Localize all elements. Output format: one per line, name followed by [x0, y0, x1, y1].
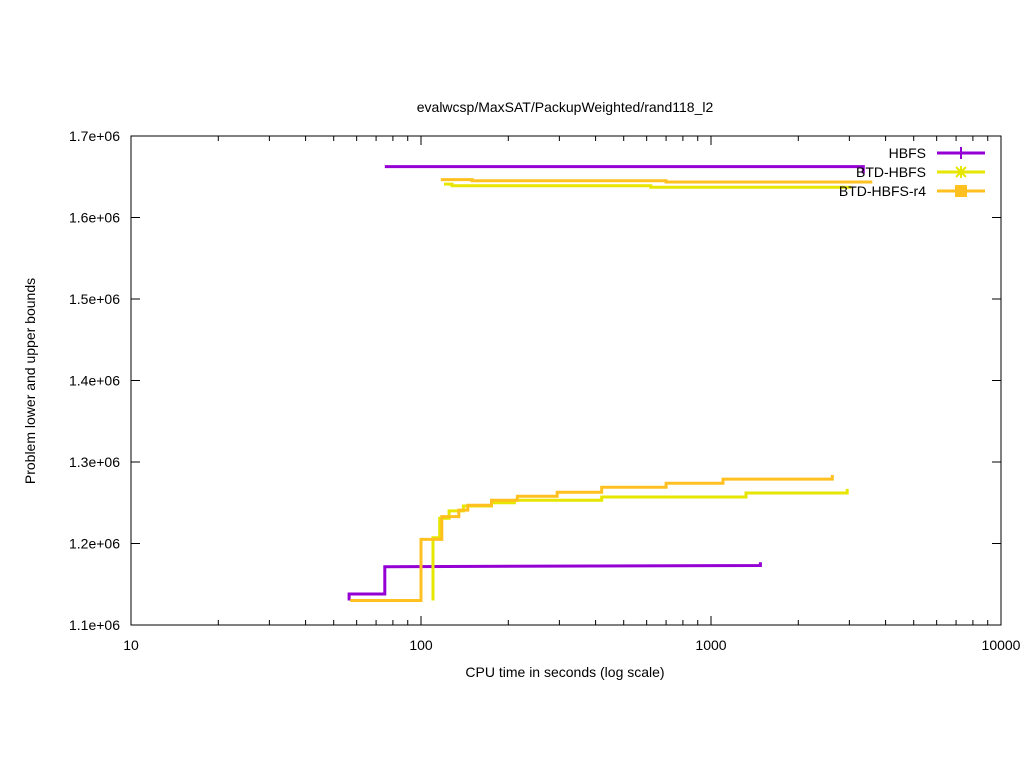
- series-line-btd-hbfs-upper: [444, 182, 852, 189]
- x-axis-label: CPU time in seconds (log scale): [465, 664, 664, 680]
- legend-label: BTD-HBFS: [856, 164, 926, 180]
- legend-marker-square-icon: [955, 185, 967, 197]
- series-line-hbfs-lower: [347, 562, 762, 601]
- legend: HBFS BTD-HBFS BTD-HBFS-r4: [839, 145, 985, 199]
- series-line-hbfs-upper: [384, 165, 865, 174]
- x-tick-label: 10000: [982, 637, 1021, 653]
- y-tick-label: 1.6e+06: [69, 210, 120, 226]
- series-line-btd-hbfs-r4-upper: [440, 178, 873, 184]
- x-tick-label: 100: [409, 637, 433, 653]
- y-tick-label: 1.1e+06: [69, 617, 120, 633]
- plot-frame: [130, 135, 1002, 626]
- chart-title: evalwcsp/MaxSAT/PackupWeighted/rand118_l…: [417, 99, 714, 115]
- axis-ticks: 10 100 1000 10000 1.1e+06 1.2e+06 1.3e+06 1.4e+…: [69, 128, 1021, 653]
- series-line-btd-hbfs-r4-lower: [350, 475, 834, 602]
- y-tick-label: 1.4e+06: [69, 373, 120, 389]
- legend-label: HBFS: [889, 145, 926, 161]
- x-tick-label: 1000: [695, 637, 726, 653]
- y-tick-label: 1.5e+06: [69, 291, 120, 307]
- y-axis-label: Problem lower and upper bounds: [22, 278, 38, 484]
- x-tick-label: 10: [123, 637, 139, 653]
- y-tick-label: 1.2e+06: [69, 536, 120, 552]
- legend-marker-star-icon: [955, 166, 967, 178]
- y-tick-label: 1.3e+06: [69, 454, 120, 470]
- series-layer: [347, 165, 873, 602]
- legend-marker-plus-icon: [955, 147, 967, 159]
- legend-label: BTD-HBFS-r4: [839, 183, 926, 199]
- y-tick-label: 1.7e+06: [69, 128, 120, 144]
